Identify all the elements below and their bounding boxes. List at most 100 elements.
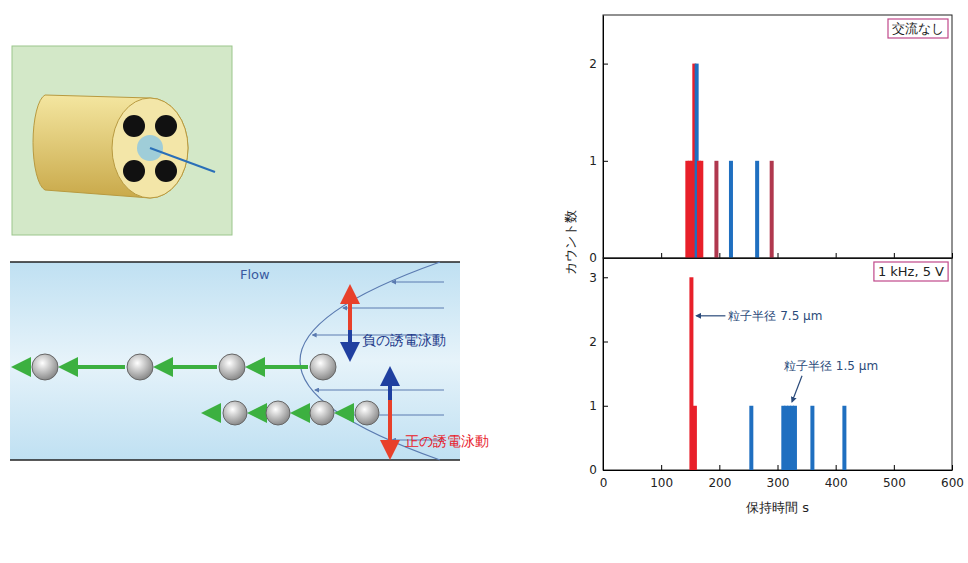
flow-arrow (343, 308, 444, 309)
particle (355, 401, 379, 425)
chain-arrow (294, 411, 308, 415)
tick-mark (952, 253, 953, 258)
tick-mark (719, 253, 720, 258)
positive-dep-label: 正の誘電泳動 (405, 433, 489, 449)
tick-mark (836, 253, 837, 258)
tick-mark (836, 465, 837, 470)
y-axis: 0 1 2 (589, 16, 608, 266)
x-axis: 0 100 200 300 400 500 600 (600, 465, 964, 490)
annotation-text: 粒子半径 7.5 µm (728, 309, 822, 323)
bar (699, 161, 703, 258)
bar (689, 277, 693, 470)
x-tick-label: 500 (883, 476, 906, 490)
particle (223, 401, 247, 425)
y-tick: 0 (589, 463, 608, 477)
particle (127, 354, 153, 380)
dep-arrow (348, 288, 352, 330)
bar (749, 406, 753, 470)
x-tick-label: 400 (825, 476, 848, 490)
plot-frame (603, 258, 952, 470)
chain-arrow (338, 411, 353, 415)
x-tick: 100 (650, 465, 673, 490)
y-axis: 0 1 2 3 (589, 259, 608, 478)
bars (685, 64, 773, 258)
tick-mark (603, 342, 608, 343)
particle (310, 401, 334, 425)
x-tick (894, 253, 895, 258)
x-tick: 300 (767, 465, 790, 490)
electrode (123, 115, 145, 137)
figure: Flow 負の誘電泳動正の誘電泳動 0 1 2 交流なしカウント数 0 100 200 300 40… (0, 0, 968, 563)
particle (310, 354, 336, 380)
axis-line (604, 470, 953, 471)
y-tick: 3 (589, 271, 608, 285)
plot-frame (603, 15, 952, 258)
y-tick: 1 (589, 154, 608, 168)
x-tick-label: 600 (941, 476, 964, 490)
bar (770, 161, 774, 258)
particle (266, 401, 290, 425)
x-tick-label: 300 (767, 476, 790, 490)
chain-arrow (251, 411, 264, 415)
electrode (155, 160, 177, 182)
panel-title-box (874, 262, 948, 281)
y-tick-label: 1 (589, 154, 597, 168)
flow-profile (300, 262, 440, 460)
panel-title: 交流なし (892, 21, 944, 36)
channel (10, 262, 460, 460)
flow-arrow (392, 282, 444, 283)
x-tick: 200 (708, 465, 731, 490)
y-axis-title: カウント数 (563, 210, 578, 275)
bar (729, 161, 733, 258)
dep-arrow (348, 330, 352, 358)
annotation: 粒子半径 1.5 µm (784, 359, 878, 402)
electrode (123, 160, 145, 182)
tick-mark (661, 465, 662, 470)
channel-wall (10, 261, 460, 263)
annotation-arrow (792, 376, 802, 402)
tick-mark (778, 253, 779, 258)
flow-label: Flow (240, 267, 270, 282)
dep-arrow (388, 400, 392, 456)
tick-mark (952, 465, 953, 470)
particle (32, 354, 58, 380)
y-tick: 1 (589, 399, 608, 413)
fiber-body (33, 95, 188, 198)
bar (810, 406, 814, 470)
y-tick: 2 (589, 335, 608, 349)
negative-dep-label: 負の誘電泳動 (362, 332, 446, 348)
tick-mark (603, 277, 608, 278)
x-tick-label: 200 (708, 476, 731, 490)
y-tick-label: 2 (589, 335, 597, 349)
y-tick-label: 1 (589, 399, 597, 413)
annotation: 粒子半径 7.5 µm (696, 309, 822, 323)
bar (714, 161, 718, 258)
panel-background (12, 46, 232, 235)
x-tick-label: 0 (600, 476, 608, 490)
particle (219, 354, 245, 380)
core-line (150, 148, 215, 172)
tick-mark (603, 470, 608, 471)
panel-title: 1 kHz, 5 V (878, 264, 944, 279)
tick-mark (603, 64, 608, 65)
y-tick: 2 (589, 57, 608, 71)
x-axis-title: 保持時間 s (746, 500, 809, 515)
annotation-text: 粒子半径 1.5 µm (784, 359, 878, 373)
tick-mark (894, 253, 895, 258)
tick-mark (894, 465, 895, 470)
x-tick (661, 253, 662, 258)
y-tick-label: 3 (589, 271, 597, 285)
x-tick: 600 (941, 465, 964, 490)
chain-arrow (157, 365, 217, 369)
tick-mark (603, 161, 608, 162)
electrode (155, 115, 177, 137)
bar (793, 406, 797, 470)
y-tick-label: 2 (589, 57, 597, 71)
x-tick: 400 (825, 465, 848, 490)
tick-mark (661, 253, 662, 258)
bar (842, 406, 846, 470)
chain-arrow (249, 365, 308, 369)
y-tick-label: 0 (589, 251, 597, 265)
chain-arrow (205, 411, 221, 415)
bar (693, 406, 697, 470)
